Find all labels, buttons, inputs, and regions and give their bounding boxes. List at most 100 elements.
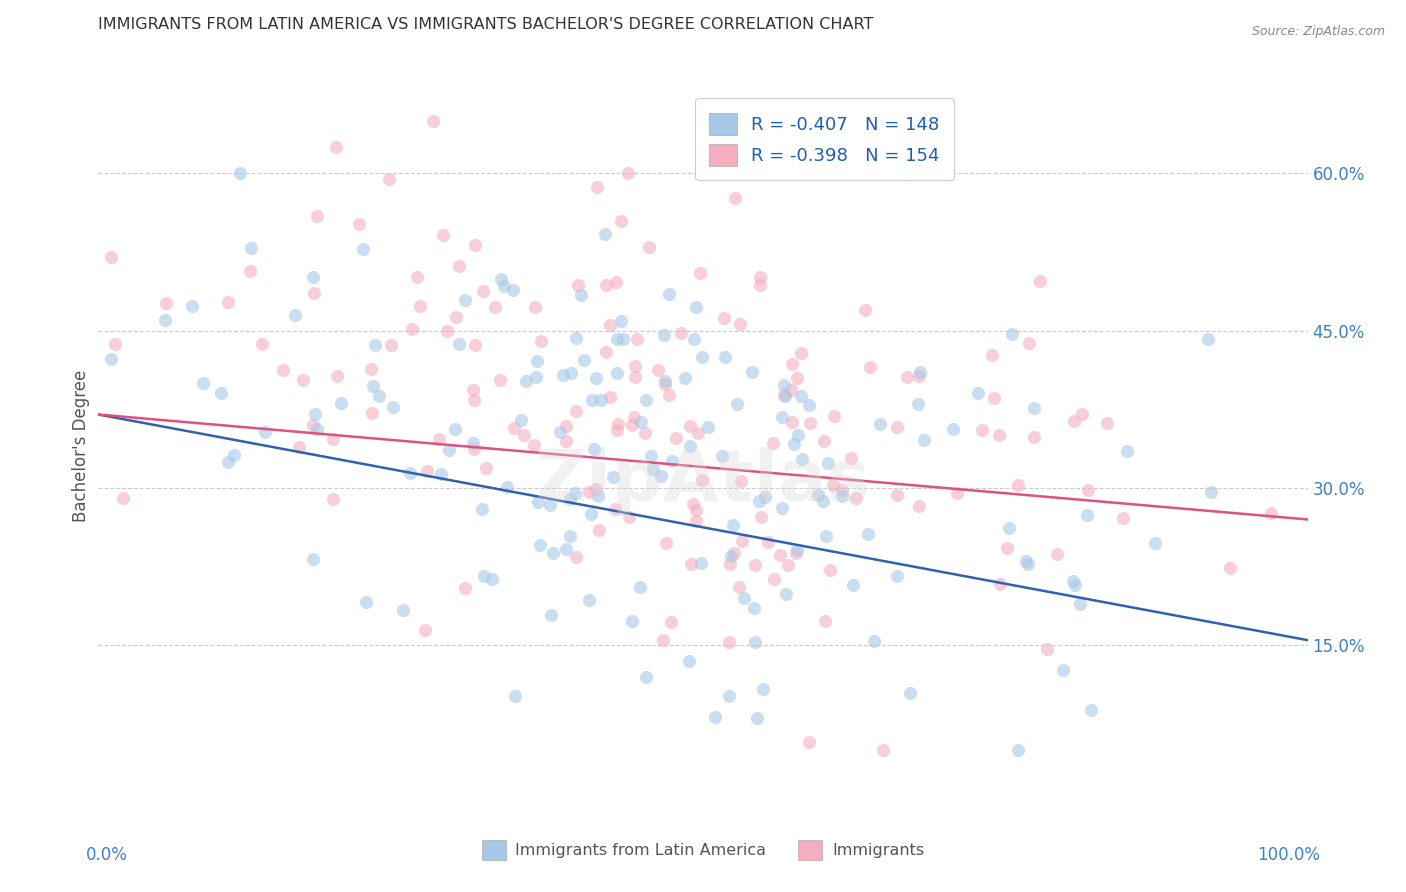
Point	[492, 279, 515, 293]
Point	[153, 313, 176, 327]
Point	[815, 529, 838, 543]
Point	[839, 451, 862, 466]
Point	[741, 365, 763, 379]
Point	[780, 357, 803, 371]
Point	[1024, 401, 1046, 415]
Point	[658, 286, 681, 301]
Point	[628, 580, 651, 594]
Point	[761, 436, 783, 450]
Point	[652, 328, 675, 343]
Point	[721, 518, 744, 533]
Point	[538, 498, 561, 512]
Point	[690, 556, 713, 570]
Point	[856, 527, 879, 541]
Point	[638, 240, 661, 254]
Point	[471, 284, 494, 298]
Point	[886, 420, 908, 434]
Point	[378, 172, 401, 186]
Point	[790, 451, 813, 466]
Point	[529, 537, 551, 551]
Point	[690, 350, 713, 364]
Point	[564, 486, 586, 500]
Point	[217, 455, 239, 469]
Point	[683, 332, 706, 346]
Point	[530, 334, 553, 348]
Point	[1052, 663, 1074, 677]
Point	[250, 337, 273, 351]
Point	[744, 635, 766, 649]
Point	[690, 473, 713, 487]
Point	[1219, 561, 1241, 575]
Point	[983, 391, 1005, 405]
Point	[422, 113, 444, 128]
Point	[288, 441, 311, 455]
Point	[515, 375, 537, 389]
Point	[710, 450, 733, 464]
Point	[775, 587, 797, 601]
Point	[814, 614, 837, 628]
Point	[654, 376, 676, 391]
Point	[749, 509, 772, 524]
Point	[972, 423, 994, 437]
Text: IMMIGRANTS FROM LATIN AMERICA VS IMMIGRANTS BACHELOR'S DEGREE CORRELATION CHART: IMMIGRANTS FROM LATIN AMERICA VS IMMIGRA…	[98, 17, 873, 32]
Point	[453, 581, 475, 595]
Point	[523, 438, 546, 452]
Point	[209, 385, 232, 400]
Point	[1070, 407, 1092, 421]
Point	[686, 426, 709, 441]
Point	[780, 415, 803, 429]
Point	[831, 483, 853, 498]
Y-axis label: Bachelor's Degree: Bachelor's Degree	[72, 370, 90, 522]
Point	[603, 502, 626, 516]
Point	[558, 492, 581, 507]
Point	[305, 422, 328, 436]
Point	[748, 493, 770, 508]
Point	[392, 603, 415, 617]
Point	[811, 493, 834, 508]
Point	[565, 549, 588, 564]
Point	[821, 477, 844, 491]
Point	[643, 462, 665, 476]
Point	[908, 369, 931, 384]
Point	[409, 299, 432, 313]
Point	[817, 456, 839, 470]
Point	[463, 436, 485, 450]
Point	[610, 214, 633, 228]
Point	[942, 422, 965, 436]
Point	[560, 366, 582, 380]
Point	[496, 480, 519, 494]
Point	[619, 509, 641, 524]
Point	[1015, 554, 1038, 568]
Point	[461, 383, 484, 397]
Point	[429, 467, 451, 481]
Point	[588, 523, 610, 537]
Text: 0.0%: 0.0%	[86, 846, 128, 863]
Point	[1007, 743, 1029, 757]
Point	[1018, 336, 1040, 351]
Point	[595, 227, 617, 241]
Point	[325, 140, 347, 154]
Point	[665, 432, 688, 446]
Point	[578, 484, 600, 499]
Point	[685, 300, 707, 314]
Point	[606, 332, 628, 346]
Point	[555, 418, 578, 433]
Point	[1076, 508, 1098, 523]
Point	[744, 600, 766, 615]
Point	[543, 546, 565, 560]
Point	[621, 614, 644, 628]
Point	[222, 448, 245, 462]
Point	[853, 303, 876, 318]
Point	[464, 338, 486, 352]
Point	[723, 546, 745, 560]
Point	[1022, 430, 1045, 444]
Point	[1063, 414, 1085, 428]
Point	[773, 377, 796, 392]
Point	[291, 373, 314, 387]
Point	[799, 398, 821, 412]
Point	[228, 166, 250, 180]
Point	[111, 491, 134, 505]
Point	[304, 407, 326, 421]
Point	[633, 426, 655, 441]
Point	[401, 322, 423, 336]
